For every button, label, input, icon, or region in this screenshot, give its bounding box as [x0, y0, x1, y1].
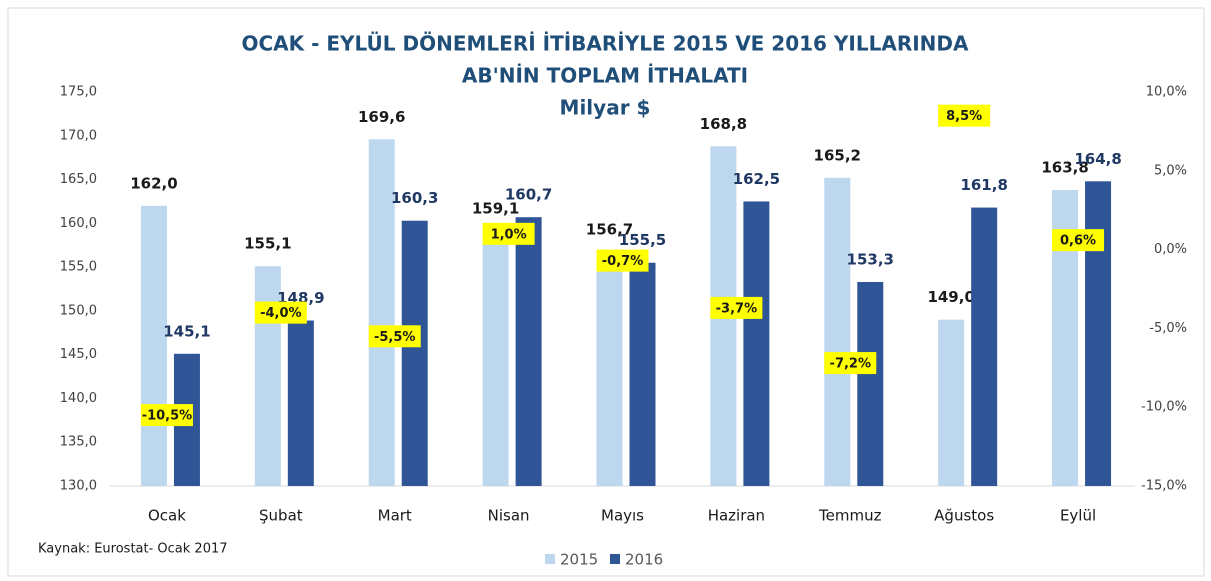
x-tick-label: Şubat [259, 507, 303, 525]
legend-swatch [545, 554, 555, 564]
y2-tick-label: 10,0% [1146, 85, 1187, 100]
change-value: -4,0% [260, 306, 301, 321]
data-label: 160,3 [391, 189, 438, 207]
data-label: 168,8 [700, 115, 747, 133]
data-label: 162,5 [733, 170, 780, 188]
change-box [1052, 229, 1105, 252]
change-value: -10,5% [142, 409, 193, 424]
source-note: Kaynak: Eurostat- Ocak 2017 [38, 542, 228, 557]
bar [857, 281, 884, 486]
data-label: 161,8 [960, 176, 1007, 194]
bar [824, 177, 851, 486]
y-tick-label: 175,0 [60, 85, 97, 100]
change-value: 0,6% [1060, 234, 1096, 249]
change-value: -5,5% [374, 330, 415, 345]
change-value: -7,2% [830, 357, 871, 372]
change-box [824, 352, 877, 375]
bar [629, 262, 656, 486]
chart-subtitle: AB'NİN TOPLAM İTHALATI [462, 64, 748, 88]
y2-tick-label: -5,0% [1149, 321, 1187, 336]
change-value: -0,7% [602, 254, 643, 269]
bar [140, 205, 167, 487]
y-tick-label: 165,0 [60, 172, 97, 187]
change-value: -3,7% [716, 301, 757, 316]
change-label: -10,5% [140, 404, 193, 427]
change-label: 1,0% [482, 222, 535, 245]
change-label: 0,6% [1052, 229, 1105, 252]
data-label: 155,5 [619, 231, 666, 249]
x-tick-label: Temmuz [818, 507, 882, 525]
change-label: -5,5% [368, 325, 421, 348]
y-tick-label: 155,0 [60, 260, 97, 275]
bar [743, 201, 770, 486]
data-label: 153,3 [847, 250, 894, 268]
legend-label: 2015 [560, 551, 598, 569]
change-box [368, 325, 421, 348]
y2-tick-label: 0,0% [1154, 242, 1187, 257]
x-tick-label: Mart [378, 507, 412, 525]
change-box [938, 104, 991, 127]
bar [368, 139, 395, 486]
bar [482, 231, 509, 486]
change-label: 8,5% [938, 104, 991, 127]
change-value: 1,0% [491, 227, 527, 242]
y-tick-label: 160,0 [60, 216, 97, 231]
data-label: 145,1 [163, 322, 210, 340]
y2-tick-label: -15,0% [1141, 479, 1187, 494]
x-tick-label: Nisan [488, 507, 530, 525]
y-tick-label: 135,0 [60, 435, 97, 450]
bar [596, 252, 623, 486]
bar [287, 320, 314, 486]
bar [1085, 181, 1112, 486]
data-label: 162,0 [130, 174, 177, 192]
y2-tick-label: -10,0% [1141, 400, 1187, 415]
change-box [482, 222, 535, 245]
data-label: 163,8 [1041, 159, 1088, 177]
x-tick-label: Ocak [148, 507, 186, 525]
unit-label: Milyar $ [560, 96, 651, 120]
y-tick-label: 145,0 [60, 347, 97, 362]
data-label: 159,1 [472, 200, 519, 218]
bar [515, 217, 542, 486]
data-label: 169,6 [358, 108, 405, 126]
x-tick-label: Ağustos [934, 507, 994, 525]
x-tick-label: Mayıs [601, 507, 644, 525]
y-tick-label: 170,0 [60, 128, 97, 143]
y2-tick-label: 5,0% [1154, 163, 1187, 178]
change-label: -4,0% [254, 301, 307, 324]
legend-label: 2016 [625, 551, 663, 569]
change-box [596, 249, 649, 272]
change-box [254, 301, 307, 324]
change-box [140, 404, 193, 427]
change-label: -7,2% [824, 352, 877, 375]
bar [938, 319, 965, 486]
data-label: 165,2 [814, 146, 861, 164]
data-label: 155,1 [244, 235, 291, 253]
change-label: -3,7% [710, 296, 763, 319]
y-tick-label: 140,0 [60, 391, 97, 406]
data-label: 149,0 [927, 288, 974, 306]
legend-swatch [610, 554, 620, 564]
y-tick-label: 150,0 [60, 303, 97, 318]
data-label: 156,7 [586, 221, 633, 239]
x-tick-label: Eylül [1060, 507, 1096, 525]
y-tick-label: 130,0 [60, 479, 97, 494]
change-value: 8,5% [946, 109, 982, 124]
change-label: -0,7% [596, 249, 649, 272]
data-label: 160,7 [505, 186, 552, 204]
bar [401, 220, 428, 486]
change-box [710, 296, 763, 319]
x-tick-label: Haziran [708, 507, 765, 525]
bar [971, 207, 998, 486]
data-label: 164,8 [1074, 150, 1121, 168]
chart-title: OCAK - EYLÜL DÖNEMLERİ İTİBARİYLE 2015 V… [242, 32, 969, 56]
